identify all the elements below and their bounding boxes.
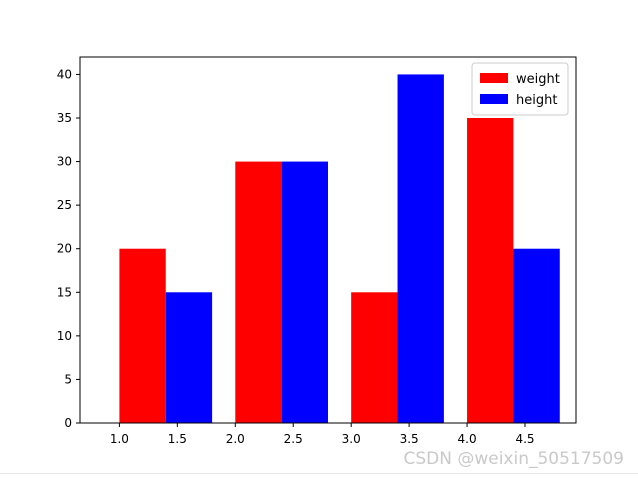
legend-label-height: height xyxy=(516,93,557,108)
y-tick-label-5: 25 xyxy=(57,198,72,212)
y-tick-label-1: 5 xyxy=(64,372,72,386)
legend-label-weight: weight xyxy=(516,72,560,87)
x-tick-label-1: 1.5 xyxy=(168,432,187,446)
y-tick-label-3: 15 xyxy=(57,285,72,299)
y-tick-label-2: 10 xyxy=(57,329,72,343)
legend-swatch-height xyxy=(480,94,508,104)
watermark-text: CSDN @weixin_50517509 xyxy=(403,449,624,469)
y-tick-label-6: 30 xyxy=(57,155,72,169)
y-tick-label-8: 40 xyxy=(57,67,72,81)
x-tick-label-4: 3.0 xyxy=(342,432,361,446)
y-tick-label-4: 20 xyxy=(57,242,72,256)
y-tick-label-0: 0 xyxy=(64,416,72,430)
x-tick-label-5: 3.5 xyxy=(400,432,419,446)
bar-height-2 xyxy=(397,74,444,423)
page-divider xyxy=(0,473,638,474)
bar-weight-0 xyxy=(119,248,166,423)
bar-weight-3 xyxy=(467,118,514,423)
bar-weight-1 xyxy=(235,161,282,424)
bar-height-1 xyxy=(281,161,328,424)
y-tick-label-7: 35 xyxy=(57,111,72,125)
bar-height-0 xyxy=(165,292,213,423)
axes-frame xyxy=(79,56,577,424)
bar-height-3 xyxy=(513,248,560,423)
x-tick-label-2: 2.0 xyxy=(226,432,245,446)
x-tick-label-3: 2.5 xyxy=(284,432,303,446)
bar-weight-2 xyxy=(351,292,398,423)
x-tick-label-0: 1.0 xyxy=(110,432,129,446)
x-tick-label-7: 4.5 xyxy=(515,432,534,446)
legend-swatch-weight xyxy=(480,73,508,83)
x-tick-label-6: 4.0 xyxy=(458,432,477,446)
